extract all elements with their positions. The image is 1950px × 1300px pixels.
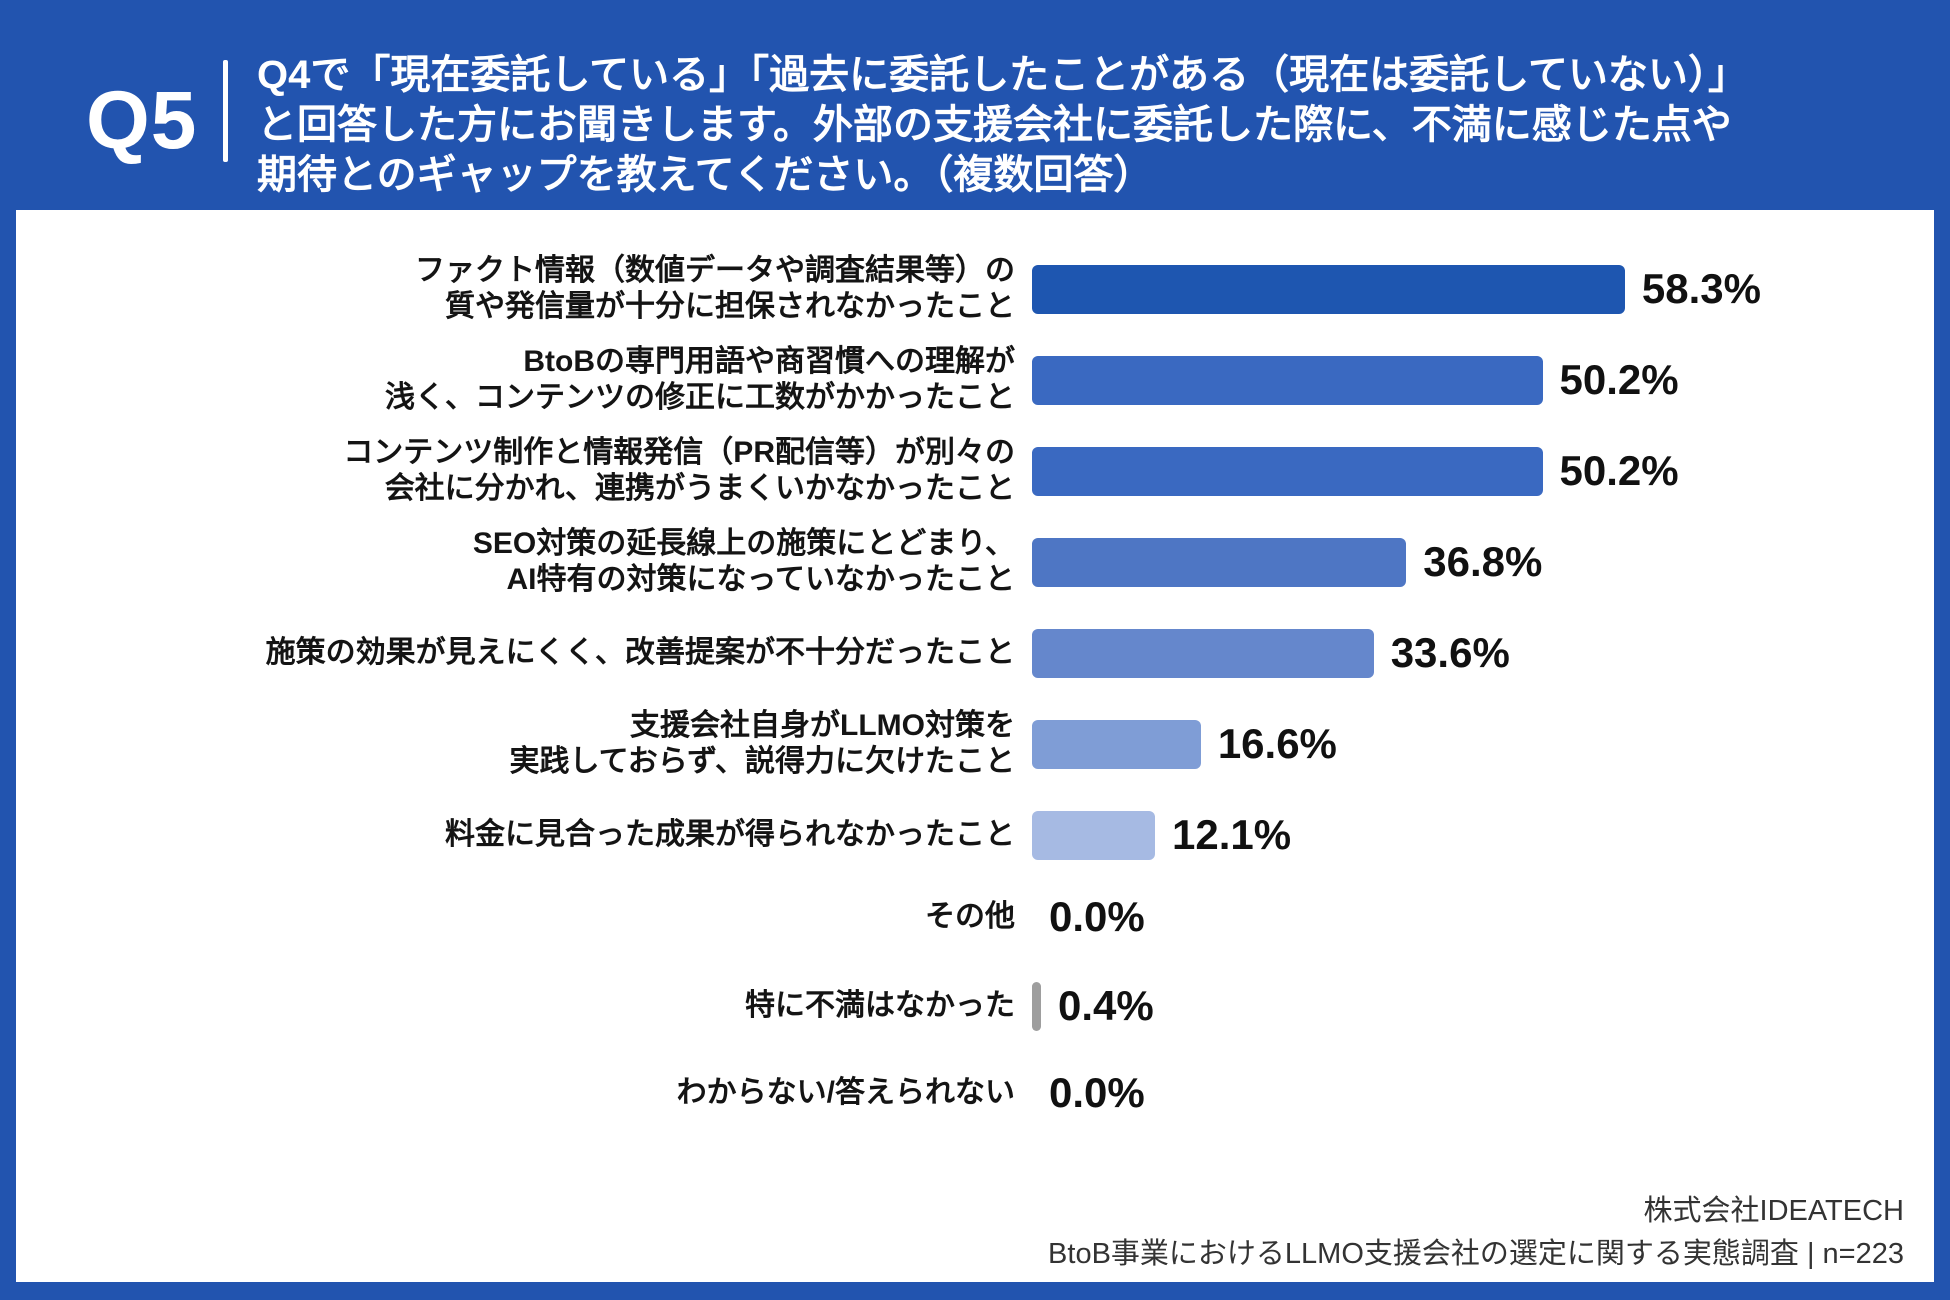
- header-divider: [223, 60, 228, 162]
- bar-zone: 50.2%: [1032, 446, 1679, 496]
- bar-zone: 16.6%: [1032, 719, 1337, 769]
- category-label: ファクト情報（数値データや調査結果等）の 質や発信量が十分に担保されなかったこと: [415, 254, 1015, 323]
- value-label: 33.6%: [1390, 629, 1510, 676]
- category-label: わからない/答えられない: [676, 1076, 1015, 1109]
- question-line-2: と回答した方にお聞きします。外部の支援会社に委託した際に、不満に感じた点や: [257, 103, 1732, 147]
- chart-row: 特に不満はなかった 0.4%: [16, 960, 1934, 1052]
- category-label: 施策の効果が見えにくく、改善提案が不十分だったこと: [265, 636, 1015, 669]
- bar: [1032, 355, 1543, 405]
- bar-zone: 33.6%: [1032, 628, 1510, 678]
- chart-row: SEO対策の延長線上の施策にとどまり、 AI特有の対策になっていなかったこと 36…: [16, 516, 1934, 608]
- chart-row: その他 0.0%: [16, 871, 1934, 963]
- bar-zone: 50.2%: [1032, 355, 1679, 405]
- value-label: 0.0%: [1049, 893, 1145, 940]
- bar: [1032, 719, 1201, 769]
- chart-row: 料金に見合った成果が得られなかったこと 12.1%: [16, 789, 1934, 881]
- question-line-3: 期待とのギャップを教えてください。（複数回答）: [257, 153, 1154, 197]
- bar: [1032, 628, 1374, 678]
- survey-title: BtoB事業におけるLLMO支援会社の選定に関する実態調査 | n=223: [1048, 1238, 1904, 1270]
- company-name: 株式会社IDEATECH: [1643, 1195, 1904, 1227]
- bar-zone: 0.4%: [1032, 981, 1154, 1031]
- category-label: SEO対策の延長線上の施策にとどまり、 AI特有の対策になっていなかったこと: [472, 527, 1015, 596]
- bar: [1032, 537, 1407, 587]
- value-label: 58.3%: [1641, 265, 1761, 312]
- category-label: 支援会社自身がLLMO対策を 実践しておらず、説得力に欠けたこと: [509, 709, 1016, 778]
- chart-row: 施策の効果が見えにくく、改善提案が不十分だったこと 33.6%: [16, 607, 1934, 699]
- question-line-1: Q4で「現在委託している」「過去に委託したことがある（現在は委託していない）」: [257, 53, 1748, 97]
- bar: [1032, 981, 1041, 1031]
- category-label: その他: [925, 900, 1015, 933]
- chart-row: わからない/答えられない 0.0%: [16, 1047, 1934, 1139]
- chart-row: BtoBの専門用語や商習慣への理解が 浅く、コンテンツの修正に工数がかかったこと …: [16, 334, 1934, 426]
- bar-zone: 12.1%: [1032, 810, 1292, 860]
- bar: [1032, 264, 1625, 314]
- bar-zone: 36.8%: [1032, 537, 1543, 587]
- question-text: Q4で「現在委託している」「過去に委託したことがある（現在は委託していない）」 …: [257, 50, 1748, 200]
- value-label: 50.2%: [1559, 356, 1679, 403]
- value-label: 50.2%: [1559, 447, 1679, 494]
- bar-zone: 58.3%: [1032, 264, 1761, 314]
- value-label: 36.8%: [1423, 538, 1543, 585]
- category-label: BtoBの専門用語や商習慣への理解が 浅く、コンテンツの修正に工数がかかったこと: [385, 345, 1015, 414]
- category-label: コンテンツ制作と情報発信（PR配信等）が別々の 会社に分かれ、連携がうまくいかなか…: [343, 436, 1015, 505]
- value-label: 0.4%: [1058, 982, 1154, 1029]
- bar: [1032, 810, 1156, 860]
- bar-zone: 0.0%: [1032, 893, 1145, 941]
- question-number: Q5: [86, 75, 198, 166]
- chart-row: コンテンツ制作と情報発信（PR配信等）が別々の 会社に分かれ、連携がうまくいかなか…: [16, 425, 1934, 517]
- value-label: 16.6%: [1217, 720, 1337, 767]
- chart-row: ファクト情報（数値データや調査結果等）の 質や発信量が十分に担保されなかったこと …: [16, 243, 1934, 335]
- chart-row: 支援会社自身がLLMO対策を 実践しておらず、説得力に欠けたこと 16.6%: [16, 698, 1934, 790]
- source-note: 株式会社IDEATECH BtoB事業におけるLLMO支援会社の選定に関する実態…: [1048, 1190, 1904, 1276]
- category-label: 特に不満はなかった: [745, 989, 1015, 1022]
- category-label: 料金に見合った成果が得られなかったこと: [445, 818, 1015, 851]
- value-label: 12.1%: [1172, 811, 1292, 858]
- chart-area: ファクト情報（数値データや調査結果等）の 質や発信量が十分に担保されなかったこと …: [16, 210, 1934, 1282]
- bar: [1032, 446, 1543, 496]
- value-label: 0.0%: [1049, 1069, 1145, 1116]
- bar-zone: 0.0%: [1032, 1069, 1145, 1117]
